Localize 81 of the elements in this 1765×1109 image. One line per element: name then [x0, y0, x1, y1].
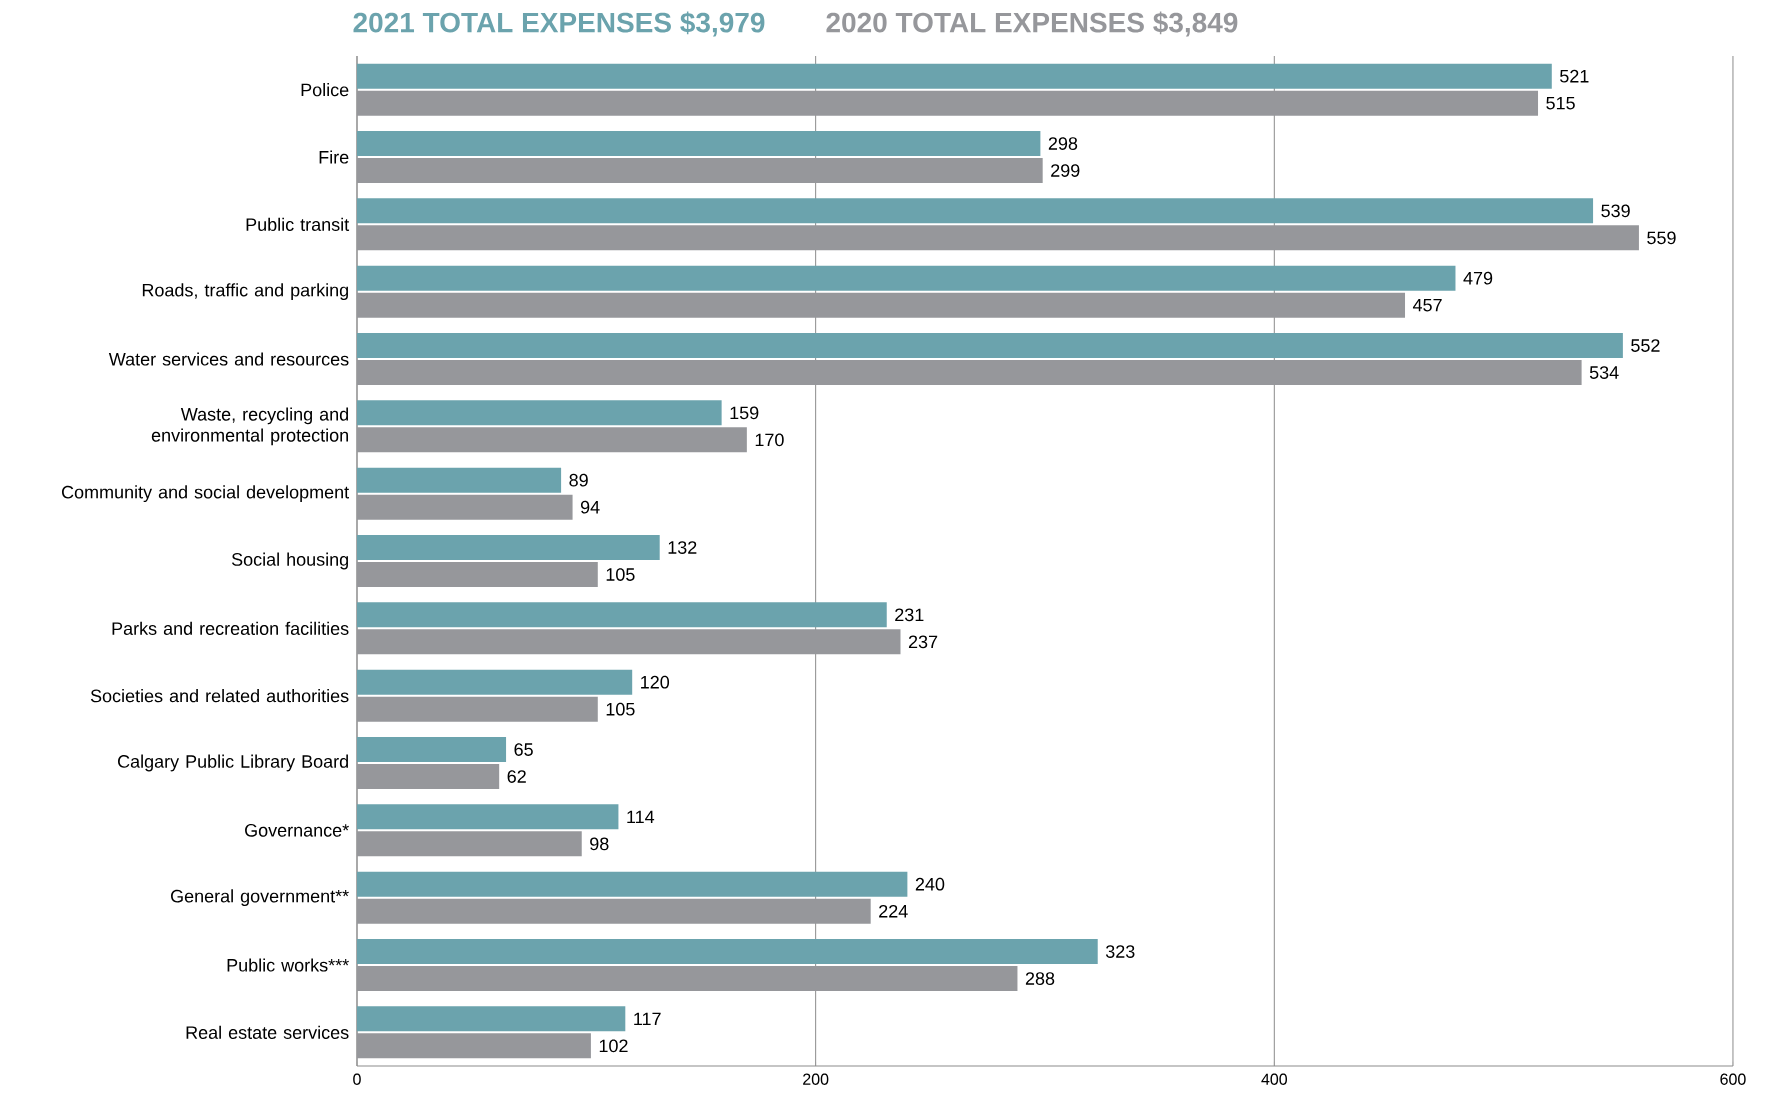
bar: [357, 131, 1041, 157]
y-tick-label: Governance*: [245, 823, 349, 837]
y-tick-label: General government**: [171, 889, 349, 907]
bar: [357, 265, 1456, 291]
x-tick-label: 400: [1261, 1073, 1288, 1085]
y-tick-label: Real estate services: [186, 1025, 349, 1039]
y-tick-label: Public works***: [227, 958, 349, 972]
bar: [357, 562, 598, 588]
y-tick-label: Roads, traffic and parking: [142, 283, 348, 301]
data-label: 298: [1048, 137, 1078, 150]
bar: [357, 494, 573, 520]
data-label: 170: [755, 433, 784, 447]
series-label: 2020 TOTAL EXPENSES $3,849: [826, 11, 1238, 37]
bar: [357, 602, 887, 628]
y-tick-label: Community and social development: [61, 485, 349, 503]
data-label: 299: [1051, 164, 1080, 177]
y-tick-label: Calgary Public Library Board: [118, 754, 348, 772]
data-label: 288: [1025, 972, 1055, 985]
data-label: 552: [1631, 339, 1660, 352]
data-label: 102: [599, 1039, 628, 1053]
data-label: 534: [1589, 366, 1619, 379]
bar: [357, 400, 722, 426]
bar: [357, 898, 871, 924]
bar: [357, 360, 1582, 386]
data-label: 559: [1647, 231, 1676, 245]
data-label: 539: [1601, 204, 1630, 218]
data-label: 237: [908, 635, 938, 649]
data-label: 224: [879, 904, 908, 918]
data-label: 159: [730, 406, 759, 420]
bar: [357, 427, 747, 453]
series-label: 2021 TOTAL EXPENSES $3,979: [353, 11, 765, 37]
y-tick-label: Water services and resources: [108, 352, 349, 366]
bar: [357, 158, 1043, 184]
data-label: 120: [641, 675, 670, 689]
data-label: 521: [1560, 69, 1589, 83]
y-tick-label: Waste, recycling and environmental protection: [151, 407, 348, 446]
y-tick-label: Parks and recreation facilities: [112, 621, 349, 635]
bar: [357, 966, 1018, 992]
data-label: 105: [606, 568, 635, 581]
y-tick-label: Fire: [319, 150, 349, 164]
bar: [357, 696, 598, 722]
bar: [357, 292, 1406, 318]
bar: [357, 333, 1623, 359]
bar: [357, 467, 562, 493]
bar: [357, 939, 1098, 965]
y-tick-label: Social housing: [231, 552, 348, 570]
bar: [357, 225, 1639, 251]
x-tick-label: 200: [803, 1073, 829, 1085]
bar: [357, 90, 1539, 116]
bar: [357, 764, 500, 790]
data-label: 89: [569, 473, 588, 487]
data-label: 515: [1546, 96, 1575, 110]
y-tick-label: Police: [301, 83, 349, 97]
bar: [357, 804, 619, 830]
bar: [357, 669, 633, 695]
data-label: 132: [668, 541, 697, 554]
bar: [357, 737, 507, 763]
bar: [357, 1033, 591, 1059]
data-label: 98: [590, 837, 609, 851]
bar: [357, 629, 901, 655]
bar: [357, 535, 660, 561]
data-label: 114: [627, 810, 655, 824]
data-label: 479: [1463, 271, 1493, 285]
x-tick-label: 0: [353, 1073, 361, 1085]
bar: [357, 198, 1594, 224]
data-label: 457: [1412, 298, 1442, 312]
bar: [357, 831, 582, 857]
x-tick-label: 600: [1720, 1073, 1746, 1085]
data-label: 117: [634, 1012, 661, 1026]
data-label: 65: [514, 743, 533, 756]
bar: [357, 63, 1552, 89]
y-tick-label: Public transit: [246, 217, 350, 231]
y-tick-label: Societies and related authorities: [90, 689, 349, 703]
data-label: 62: [507, 770, 526, 783]
data-label: 105: [606, 702, 635, 716]
bar: [357, 1006, 626, 1032]
data-label: 231: [895, 608, 924, 622]
data-label: 240: [915, 877, 945, 891]
bar: [357, 871, 908, 897]
data-label: 94: [580, 500, 600, 514]
data-label: 323: [1105, 945, 1135, 958]
